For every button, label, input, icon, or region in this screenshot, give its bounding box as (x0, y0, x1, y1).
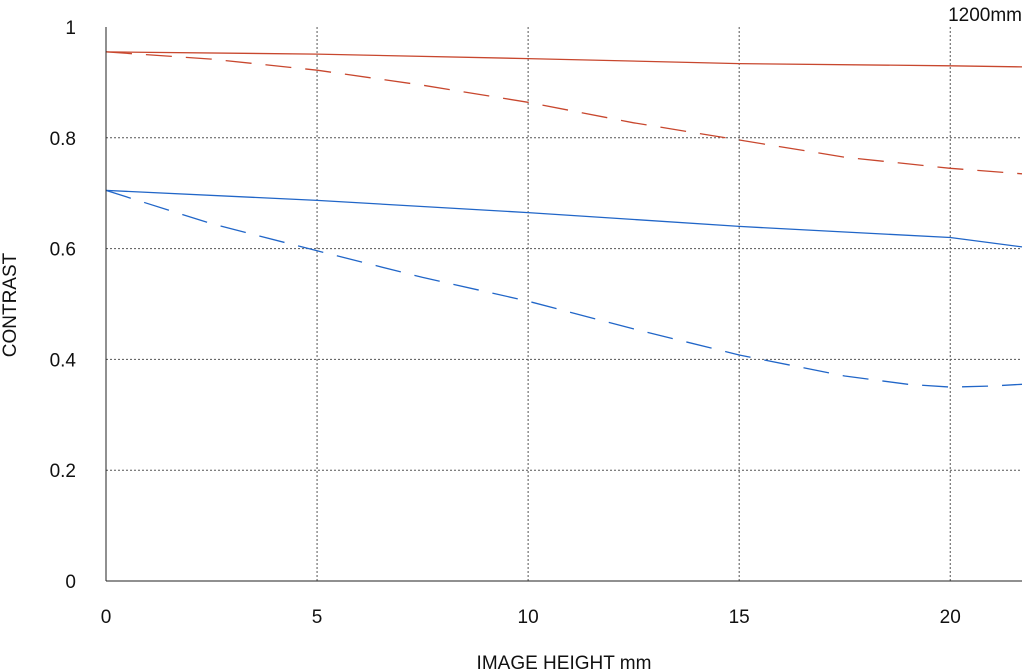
y-tick-label: 0.4 (50, 350, 77, 371)
series-line-2-dashed (105, 51, 1023, 175)
x-tick-label: 10 (518, 607, 539, 628)
x-tick-label: 5 (312, 607, 323, 628)
y-tick-label: 1 (65, 18, 76, 39)
y-axis-title: CONTRAST (0, 252, 21, 357)
x-tick-label: 20 (940, 607, 961, 628)
x-tick-label: 15 (729, 607, 750, 628)
series-line-3-solid (105, 189, 1023, 248)
y-tick-label: 0.6 (50, 240, 76, 261)
series-line-4-dashed (105, 189, 1023, 388)
y-tick-label: 0 (65, 572, 76, 593)
focal-length-label: 1200mm (948, 5, 1022, 26)
y-tick-label: 0.2 (50, 461, 76, 482)
tick-labels: 0 5 10 15 20 0 0.2 0.4 0.6 0.8 1 (50, 18, 961, 628)
y-tick-label: 0.8 (50, 129, 76, 150)
series-line-1-solid (105, 51, 1023, 68)
x-tick-label: 0 (101, 607, 112, 628)
x-axis-title: IMAGE HEIGHT mm (477, 653, 652, 672)
grid (106, 27, 1022, 581)
series-lines (105, 51, 1023, 388)
plot-frame (105, 27, 1022, 582)
